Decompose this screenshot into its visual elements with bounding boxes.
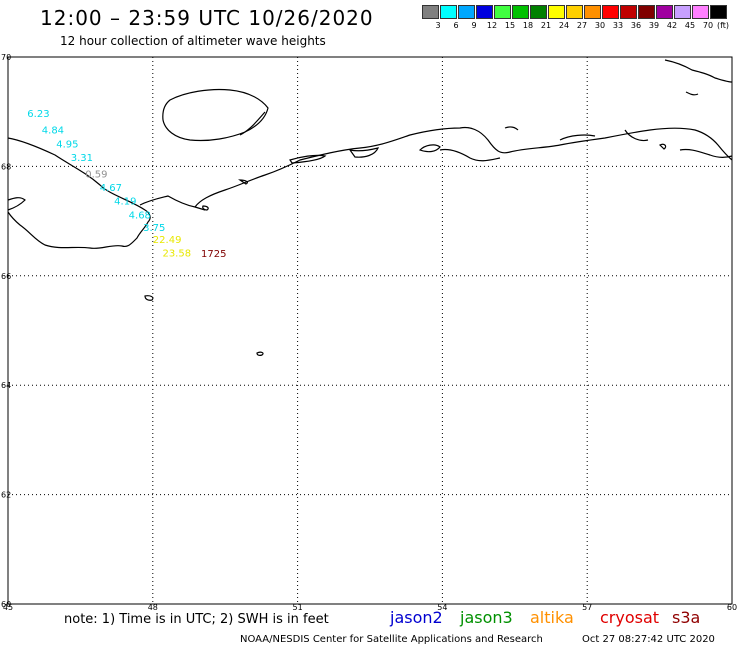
legend-label: 15 (504, 21, 516, 30)
color-scale-legend: 3 6 9 12 15 18 21 24 27 30 33 36 39 42 45 70 (ft) (422, 5, 729, 39)
legend-swatch (530, 5, 547, 19)
legend-swatch (422, 5, 439, 19)
legend-label: 36 (630, 21, 642, 30)
satellite-name: s3a (672, 608, 701, 627)
map-title: 12:00 – 23:59 UTC 10/26/2020 (40, 6, 374, 30)
legend-swatch (512, 5, 529, 19)
lat-label: 70 (1, 53, 11, 62)
generated-timestamp: Oct 27 08:27:42 UTC 2020 (582, 634, 715, 645)
legend-swatch (638, 5, 655, 19)
legend-swatch (476, 5, 493, 19)
lat-label: 66 (1, 272, 11, 281)
lat-label: 62 (1, 491, 11, 500)
map-frame (7, 56, 733, 605)
legend-label: 12 (486, 21, 498, 30)
lat-label: 60 (1, 600, 11, 609)
wave-height-value: 4.84 (42, 126, 64, 137)
legend-label: 42 (666, 21, 678, 30)
wave-height-value: 4.95 (56, 139, 78, 150)
satellite-name: altika (530, 608, 574, 627)
wave-height-value: 0.59 (85, 169, 107, 180)
lon-label: 51 (293, 603, 303, 612)
wave-height-value: 23.58 (162, 249, 191, 260)
legend-label: 24 (558, 21, 570, 30)
legend-label: 21 (540, 21, 552, 30)
legend-swatch (566, 5, 583, 19)
axis-labels: 45 48 51 54 57 60 70 68 66 64 62 60 (1, 53, 737, 612)
satellite-name: cryosat (600, 608, 660, 627)
legend-label: 45 (684, 21, 696, 30)
lat-label: 64 (1, 381, 11, 390)
legend-label: 27 (576, 21, 588, 30)
lon-label: 54 (437, 603, 447, 612)
lon-label: 57 (582, 603, 592, 612)
pass-time-label: 1725 (201, 249, 226, 260)
legend-swatch (494, 5, 511, 19)
legend-label: 30 (594, 21, 606, 30)
wave-height-value: 22.49 (153, 235, 182, 246)
lon-label: 45 (3, 603, 13, 612)
legend-label: 9 (471, 21, 477, 30)
satellite-name: jason3 (460, 608, 513, 627)
legend-label: 18 (522, 21, 534, 30)
map-subtitle: 12 hour collection of altimeter wave hei… (60, 34, 326, 48)
legend-swatch (620, 5, 637, 19)
legend-swatch (710, 5, 727, 19)
legend-swatch (440, 5, 457, 19)
legend-label: 70 (702, 21, 714, 30)
legend-swatch (602, 5, 619, 19)
legend-label: 6 (453, 21, 459, 30)
wave-height-value: 3.31 (71, 153, 93, 164)
credit-text: NOAA/NESDIS Center for Satellite Applica… (240, 634, 543, 645)
lat-label: 68 (1, 162, 11, 171)
legend-label: 3 (435, 21, 441, 30)
note-text: note: 1) Time is in UTC; 2) SWH is in fe… (64, 612, 329, 627)
legend-swatch (674, 5, 691, 19)
lon-label: 48 (148, 603, 158, 612)
satellite-name: jason2 (390, 608, 443, 627)
wave-height-value: 6.23 (27, 109, 49, 120)
wave-height-value: 4.68 (129, 210, 151, 221)
legend-swatch (458, 5, 475, 19)
legend-label: 39 (648, 21, 660, 30)
legend-label: 33 (612, 21, 624, 30)
legend-swatch (584, 5, 601, 19)
coastline (7, 59, 733, 356)
graticule (8, 57, 732, 604)
wave-height-value: 4.67 (100, 183, 122, 194)
wave-height-value: 4.19 (114, 197, 136, 208)
legend-swatch (656, 5, 673, 19)
legend-swatch (548, 5, 565, 19)
legend-swatch (692, 5, 709, 19)
lon-label: 60 (727, 603, 737, 612)
wave-height-value: 3.75 (143, 223, 165, 234)
legend-unit: (ft) (716, 21, 730, 30)
